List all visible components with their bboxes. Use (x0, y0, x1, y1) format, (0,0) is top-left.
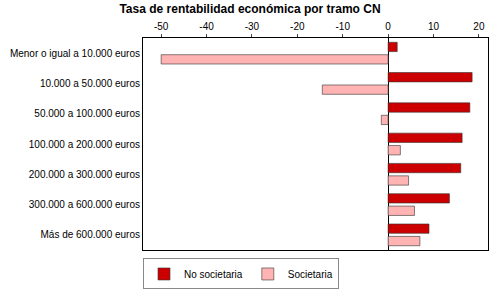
svg-text:Menor o igual a 10.000 euros: Menor o igual a 10.000 euros (10, 48, 140, 59)
svg-text:0: 0 (385, 21, 391, 32)
svg-text:-30: -30 (245, 21, 260, 32)
svg-text:No societaria: No societaria (184, 269, 243, 280)
svg-text:Más de 600.000 euros: Más de 600.000 euros (40, 229, 140, 240)
svg-text:-20: -20 (290, 21, 305, 32)
svg-text:-10: -10 (336, 21, 351, 32)
svg-text:Societaria: Societaria (288, 269, 333, 280)
svg-text:-50: -50 (154, 21, 169, 32)
svg-text:300.000 a 600.000 euros: 300.000 a 600.000 euros (29, 199, 140, 210)
svg-text:100.000 a 200.000 euros: 100.000 a 200.000 euros (29, 139, 140, 150)
svg-text:200.000 a 300.000 euros: 200.000 a 300.000 euros (29, 169, 140, 180)
svg-text:10: 10 (428, 21, 440, 32)
svg-text:Tasa de rentabilidad económica: Tasa de rentabilidad económica por tramo… (119, 2, 380, 16)
svg-text:10.000 a 50.000 euros: 10.000 a 50.000 euros (40, 78, 140, 89)
svg-text:20: 20 (473, 21, 485, 32)
svg-text:50.000 a 100.000 euros: 50.000 a 100.000 euros (34, 108, 140, 119)
svg-text:-40: -40 (199, 21, 214, 32)
